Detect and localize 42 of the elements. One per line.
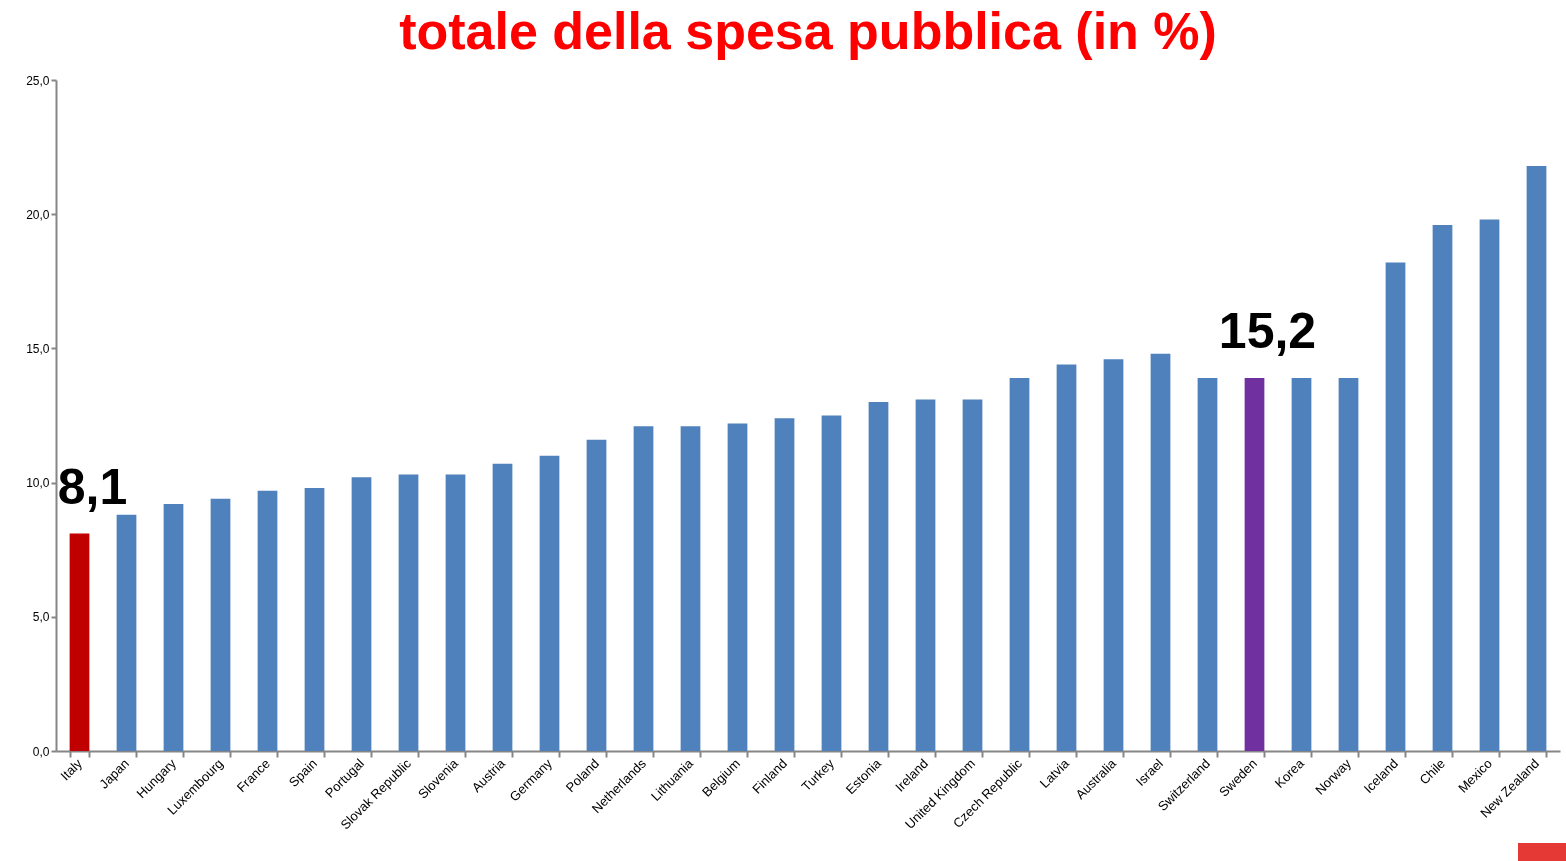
bar — [69, 533, 90, 751]
bar — [1291, 377, 1312, 751]
bar — [539, 455, 560, 751]
y-tick-label: 15,0 — [26, 341, 50, 356]
y-tick-label: 25,0 — [26, 73, 50, 88]
bar — [351, 477, 372, 751]
bar — [1103, 359, 1124, 751]
bar — [1244, 377, 1265, 751]
bar — [1385, 262, 1406, 751]
y-tick-label: 10,0 — [26, 476, 50, 491]
x-tick-label: Italy — [57, 755, 86, 784]
bar — [1056, 364, 1077, 751]
y-tick-label: 5,0 — [32, 610, 50, 625]
annotation: 8,1 — [57, 458, 128, 515]
bar — [1150, 353, 1171, 751]
bar — [774, 418, 795, 751]
annotation: 15,2 — [1218, 302, 1317, 359]
bar — [1432, 224, 1453, 751]
bar — [1197, 377, 1218, 751]
bar — [586, 439, 607, 751]
bar — [492, 463, 513, 751]
bar — [210, 498, 231, 751]
bar — [1009, 377, 1030, 751]
bar — [633, 426, 654, 751]
y-tick-label: 0,0 — [32, 744, 50, 759]
bar — [304, 487, 325, 751]
bar — [445, 474, 466, 751]
y-tick-label: 20,0 — [26, 207, 50, 222]
chart-title: totale della spesa pubblica (in %) — [399, 2, 1217, 60]
bar — [915, 399, 936, 751]
bar — [821, 415, 842, 751]
bar — [116, 514, 137, 751]
bar — [962, 399, 983, 751]
bar — [868, 402, 889, 751]
bar — [1526, 165, 1547, 751]
bar — [680, 426, 701, 751]
bar — [727, 423, 748, 751]
bar — [257, 490, 278, 751]
bar — [398, 474, 419, 751]
bar — [163, 504, 184, 751]
bar — [1479, 219, 1500, 751]
bar — [1338, 377, 1359, 751]
